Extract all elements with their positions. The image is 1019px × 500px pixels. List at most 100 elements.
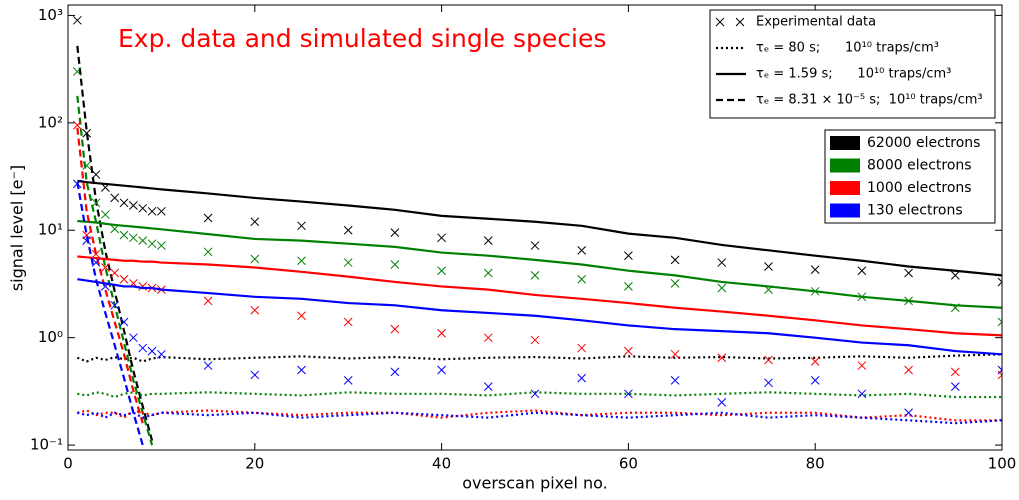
y-tick-label: 10³ <box>38 6 63 24</box>
data-point <box>624 346 633 356</box>
data-point <box>857 389 867 399</box>
data-point <box>670 279 680 288</box>
data-point <box>437 328 446 338</box>
y-tick-label: 10² <box>38 113 63 131</box>
legend-label: 130 electrons <box>867 203 963 219</box>
y-tick-label: 10⁰ <box>38 328 63 346</box>
data-point <box>715 17 725 27</box>
data-point <box>147 206 157 216</box>
data-point <box>437 233 446 243</box>
x-tick-label: 0 <box>63 455 73 473</box>
data-point <box>390 260 400 269</box>
data-point <box>297 311 306 321</box>
x-tick-label: 20 <box>245 455 264 473</box>
legend-swatch <box>830 203 860 218</box>
data-point <box>110 300 120 310</box>
y-tick-label: 10⁻¹ <box>30 436 63 454</box>
data-point <box>624 251 633 261</box>
data-point <box>670 376 680 385</box>
data-point <box>157 206 166 216</box>
data-point <box>250 217 260 227</box>
data-point <box>390 367 400 377</box>
series-line <box>77 255 1002 337</box>
data-point <box>483 268 493 278</box>
data-point <box>624 389 633 399</box>
data-point <box>138 236 148 246</box>
data-point <box>810 376 820 385</box>
data-point <box>250 370 260 380</box>
series-line <box>77 219 1002 309</box>
y-tick-label: 10¹ <box>38 221 63 239</box>
data-point <box>203 247 213 257</box>
x-axis-label: overscan pixel no. <box>462 474 608 493</box>
data-point <box>91 198 101 208</box>
data-point <box>670 349 680 359</box>
data-point <box>904 408 913 418</box>
data-point <box>147 239 157 249</box>
data-point <box>530 335 540 345</box>
data-point <box>483 236 493 246</box>
data-point <box>997 365 1002 375</box>
plot-marks <box>72 15 1002 446</box>
data-point <box>483 333 493 343</box>
legend-label: 1000 electrons <box>867 180 972 196</box>
data-point <box>997 277 1002 287</box>
data-point <box>735 17 745 27</box>
data-point <box>624 282 633 291</box>
data-point <box>72 15 82 25</box>
data-point <box>147 346 157 356</box>
data-point <box>764 355 773 365</box>
x-tick-label: 100 <box>988 455 1017 473</box>
data-point <box>157 241 166 250</box>
data-point <box>343 376 353 385</box>
data-point <box>670 255 680 265</box>
legend-box <box>709 9 996 119</box>
data-point <box>530 271 540 280</box>
data-point <box>857 361 867 370</box>
data-point <box>577 373 587 383</box>
data-point <box>904 268 913 278</box>
data-point <box>904 365 913 375</box>
data-point <box>950 382 960 391</box>
data-point <box>810 357 820 366</box>
data-point <box>764 378 773 388</box>
series-line <box>76 182 144 446</box>
data-point <box>810 265 820 274</box>
series-line <box>76 127 144 424</box>
data-point <box>857 266 867 276</box>
data-point <box>764 262 773 271</box>
data-point <box>297 365 306 375</box>
data-point <box>390 228 400 237</box>
legend-label: τₑ = 8.31 × 10⁻⁵ s; 10¹⁰ traps/cm³ <box>756 93 983 108</box>
data-point <box>138 203 148 213</box>
data-point <box>203 213 213 223</box>
legend-label: τₑ = 80 s; 10¹⁰ traps/cm³ <box>756 41 939 56</box>
legend-label: τₑ = 1.59 s; 10¹⁰ traps/cm³ <box>756 67 951 82</box>
legend-swatch <box>830 181 860 195</box>
data-point <box>203 296 213 306</box>
data-point <box>437 266 446 276</box>
data-point <box>530 389 540 399</box>
data-point <box>950 271 960 280</box>
series-line <box>77 278 1002 356</box>
data-point <box>129 333 138 343</box>
data-point <box>530 241 540 250</box>
data-point <box>717 353 727 363</box>
data-point <box>138 343 148 353</box>
x-tick-label: 80 <box>806 455 825 473</box>
data-point <box>343 225 353 235</box>
x-tick-label: 60 <box>619 455 638 473</box>
data-point <box>82 128 92 138</box>
data-point <box>343 258 353 267</box>
legend-swatch <box>830 158 860 173</box>
data-point <box>250 305 260 315</box>
data-point <box>717 397 727 407</box>
data-point <box>577 274 587 284</box>
data-point <box>297 256 306 266</box>
data-point <box>437 365 446 375</box>
series-line <box>77 411 1002 425</box>
data-point <box>717 283 727 293</box>
data-point <box>997 317 1002 327</box>
data-point <box>950 367 960 377</box>
